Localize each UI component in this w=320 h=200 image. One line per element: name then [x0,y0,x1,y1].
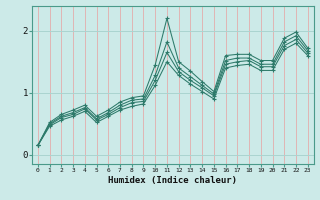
X-axis label: Humidex (Indice chaleur): Humidex (Indice chaleur) [108,176,237,185]
